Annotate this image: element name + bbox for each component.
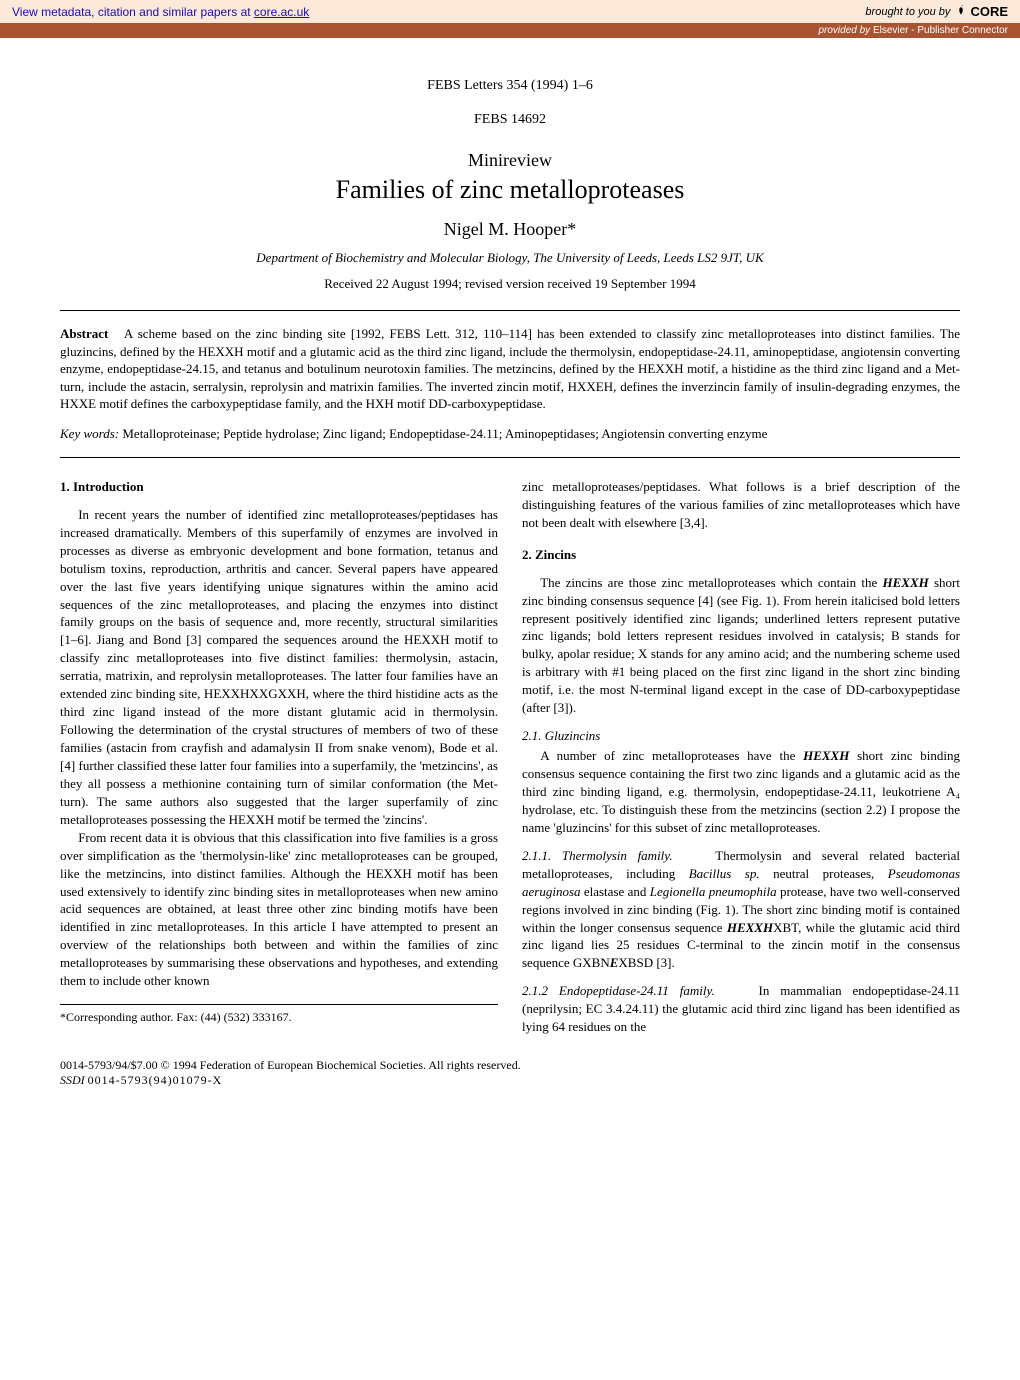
core-banner: View metadata, citation and similar pape… xyxy=(0,0,1020,23)
section-2-1-2-heading: 2.1.2 Endopeptidase-24.11 family. xyxy=(522,983,715,998)
ssdi-value: 0014-5793(94)01079-X xyxy=(88,1073,223,1087)
abstract: Abstract A scheme based on the zinc bind… xyxy=(60,325,960,413)
ssdi-line: SSDI 0014-5793(94)01079-X xyxy=(60,1073,960,1088)
right-column: zinc metalloproteases/peptidases. What f… xyxy=(522,478,960,1036)
core-apple-icon xyxy=(954,5,968,19)
affiliation: Department of Biochemistry and Molecular… xyxy=(60,250,960,266)
intro-para-1: In recent years the number of identified… xyxy=(60,506,498,829)
ssdi-label: SSDI xyxy=(60,1073,88,1087)
rule-top xyxy=(60,310,960,311)
endopeptidase-para: 2.1.2 Endopeptidase-24.11 family. In mam… xyxy=(522,982,960,1036)
brought-by-label: brought to you by xyxy=(865,6,950,18)
journal-line: FEBS Letters 354 (1994) 1–6 xyxy=(60,78,960,94)
text-frag: neutral proteases, xyxy=(760,866,888,881)
text-frag: short zinc binding consensus sequence [4… xyxy=(522,575,960,716)
text-frag: XBSD [3]. xyxy=(618,955,674,970)
gluzincins-para: A number of zinc metalloproteases have t… xyxy=(522,747,960,837)
species-bacillus: Bacillus sp. xyxy=(689,866,760,881)
right-continuation: zinc metalloproteases/peptidases. What f… xyxy=(522,478,960,532)
provider-prefix: provided by xyxy=(818,25,872,36)
core-label: CORE xyxy=(970,4,1008,19)
dates: Received 22 August 1994; revised version… xyxy=(60,276,960,292)
core-link[interactable]: core.ac.uk xyxy=(254,5,309,19)
two-column-body: 1. Introduction In recent years the numb… xyxy=(60,478,960,1036)
banner-left[interactable]: View metadata, citation and similar pape… xyxy=(12,5,309,19)
section-1-heading: 1. Introduction xyxy=(60,478,498,496)
text-frag: elastase and xyxy=(581,884,650,899)
core-logo[interactable]: CORE xyxy=(954,4,1008,19)
banner-right: brought to you by CORE xyxy=(865,4,1008,19)
author: Nigel M. Hooper* xyxy=(60,219,960,240)
article-title: Families of zinc metalloproteases xyxy=(60,175,960,205)
provider-bar: provided by Elsevier - Publisher Connect… xyxy=(0,23,1020,38)
species-legionella: Legionella pneumophila xyxy=(650,884,777,899)
motif-hexxh-1: HEXXH xyxy=(883,575,929,590)
article-id: FEBS 14692 xyxy=(60,112,960,128)
intro-para-2: From recent data it is obvious that this… xyxy=(60,829,498,990)
rule-after-keywords xyxy=(60,457,960,458)
footnote-rule xyxy=(60,1004,498,1005)
text-frag: The zincins are those zinc metalloprotea… xyxy=(540,575,882,590)
section-2-1-heading: 2.1. Gluzincins xyxy=(522,727,960,745)
keywords-label: Key words: xyxy=(60,426,119,441)
abstract-label: Abstract xyxy=(60,326,108,341)
keywords-text: Metalloproteinase; Peptide hydrolase; Zi… xyxy=(122,426,767,441)
provider-name: Elsevier - Publisher Connector xyxy=(873,25,1008,36)
text-frag: A number of zinc metalloproteases have t… xyxy=(540,748,803,763)
article-type: Minireview xyxy=(60,150,960,171)
banner-metadata-text: View metadata, citation and similar pape… xyxy=(12,5,254,19)
section-2-1-1-heading: 2.1.1. Thermolysin family. xyxy=(522,848,673,863)
motif-hexxh-3: HEXXH xyxy=(727,920,773,935)
page-content: FEBS Letters 354 (1994) 1–6 FEBS 14692 M… xyxy=(0,38,1020,1128)
zincins-para: The zincins are those zinc metalloprotea… xyxy=(522,574,960,718)
left-column: 1. Introduction In recent years the numb… xyxy=(60,478,498,1036)
section-2-heading: 2. Zincins xyxy=(522,546,960,564)
keywords: Key words: Metalloproteinase; Peptide hy… xyxy=(60,425,960,443)
thermolysin-para: 2.1.1. Thermolysin family. Thermolysin a… xyxy=(522,847,960,973)
corresponding-footnote: *Corresponding author. Fax: (44) (532) 3… xyxy=(60,1009,498,1026)
copyright-line: 0014-5793/94/$7.00 © 1994 Federation of … xyxy=(60,1058,960,1073)
abstract-text: A scheme based on the zinc binding site … xyxy=(60,326,960,411)
motif-hexxh-2: HEXXH xyxy=(803,748,849,763)
